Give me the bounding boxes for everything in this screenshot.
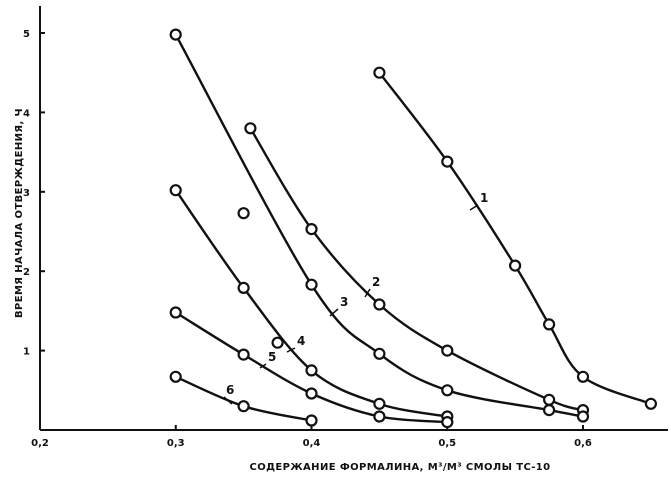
series-1-line [379, 73, 651, 404]
series-4-point [171, 185, 181, 195]
series-4-point [239, 283, 249, 293]
y-axis-title: ВРЕМЯ НАЧАЛА ОТВЕРЖДЕНИЯ, Ч [14, 108, 25, 318]
curve-labels: 1 2 3 4 5 6 [224, 191, 488, 404]
series-3-point [544, 405, 554, 415]
y-tick-label: 1 [23, 347, 30, 358]
series-1-point [646, 399, 656, 409]
curve-label-2: 2 [372, 275, 380, 289]
series-1-point [374, 68, 384, 78]
series-6-point [307, 416, 317, 426]
series-4-point [374, 399, 384, 409]
curve-label-1: 1 [480, 191, 488, 205]
x-tick-label: 0,4 [303, 438, 321, 449]
series-3-point [171, 30, 181, 40]
series-2-point [245, 123, 255, 133]
series-5-point [171, 308, 181, 318]
series-3-point [442, 385, 452, 395]
series-1-point [544, 319, 554, 329]
series-3-point [307, 280, 317, 290]
x-tick-label: 0,6 [574, 438, 592, 449]
series-2-point [442, 346, 452, 356]
curve-label-3: 3 [340, 295, 348, 309]
series-2-point [307, 224, 317, 234]
x-tick-label: 0,3 [167, 438, 185, 449]
curve-label-6: 6 [226, 383, 234, 397]
markers [171, 30, 656, 428]
series-5-point [273, 338, 283, 348]
y-tick-label: 5 [23, 29, 30, 40]
x-axis-title: СОДЕРЖАНИЕ ФОРМАЛИНА, М³/М³ СМОЛЫ ТС-10 [249, 462, 550, 473]
series-5-point [307, 389, 317, 399]
axes: 0,2 0,3 0,4 0,5 0,6 1 2 3 4 5 [23, 6, 668, 449]
series-6-point [239, 401, 249, 411]
series-3-point [578, 412, 588, 422]
series-5-point [442, 417, 452, 427]
series-2-point [374, 300, 384, 310]
curves [176, 35, 651, 423]
series-2-line [250, 128, 583, 410]
series-3-point [239, 208, 249, 218]
series-2-point [544, 395, 554, 405]
series-1-point [510, 261, 520, 271]
series-4-point [307, 365, 317, 375]
series-6-point [171, 372, 181, 382]
series-3-point [374, 349, 384, 359]
curve-label-4: 4 [297, 334, 305, 348]
curve-label-5: 5 [268, 350, 276, 364]
series-1-point [578, 372, 588, 382]
series-5-point [239, 350, 249, 360]
series-5-point [374, 412, 384, 422]
x-tick-label: 0,5 [438, 438, 456, 449]
series-1-point [442, 157, 452, 167]
x-tick-label: 0,2 [31, 438, 49, 449]
